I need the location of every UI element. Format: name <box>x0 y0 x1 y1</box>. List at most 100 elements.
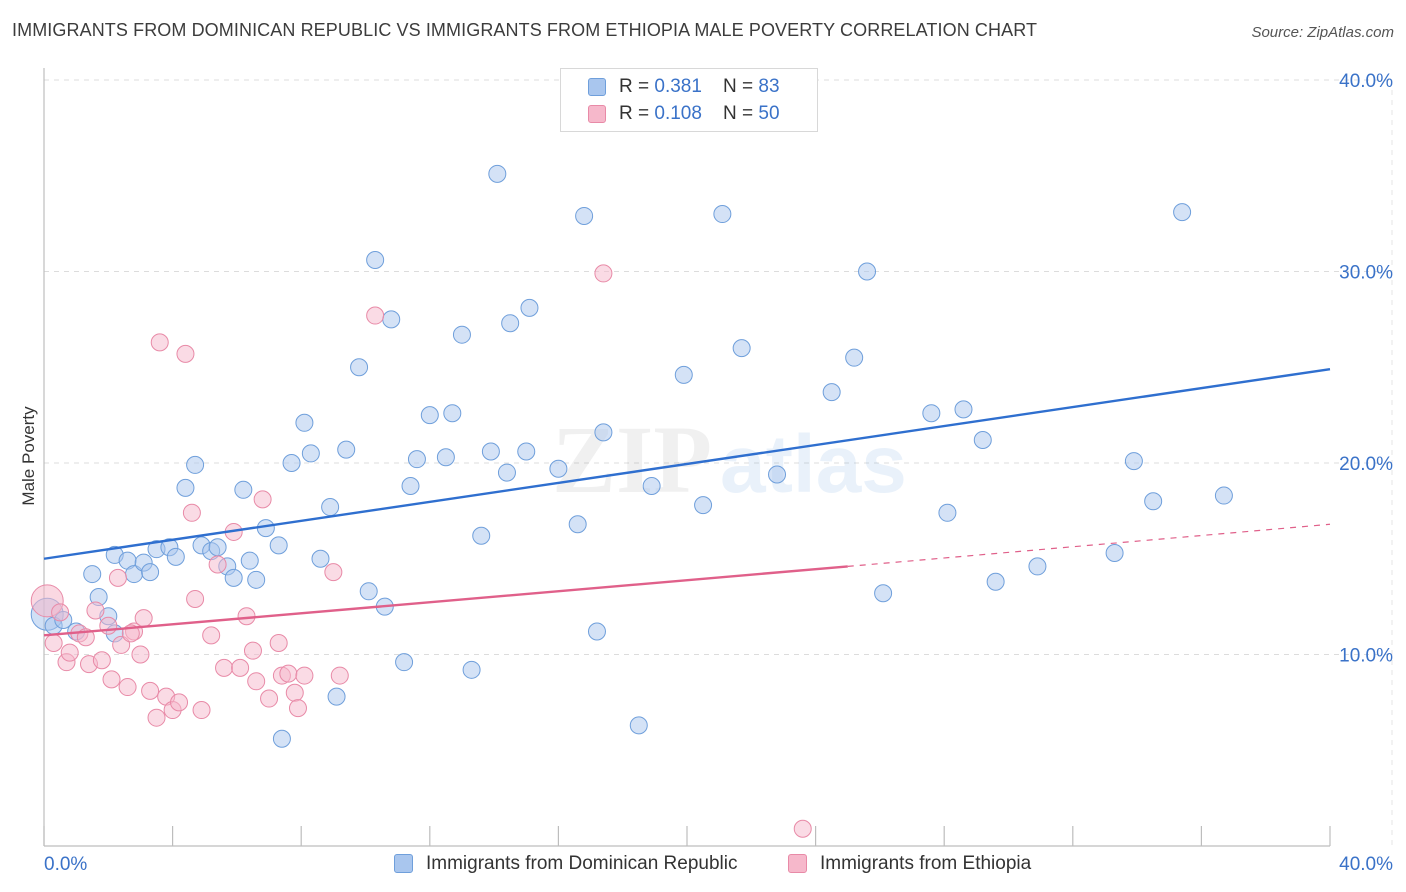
data-point <box>192 701 211 720</box>
data-point <box>86 601 105 620</box>
data-point <box>481 442 500 461</box>
data-point <box>845 348 864 367</box>
data-point <box>642 476 661 495</box>
data-point <box>176 344 195 363</box>
data-point <box>282 454 301 472</box>
data-point <box>1124 452 1143 471</box>
trend-lines <box>43 367 1331 637</box>
tick-labels: 10.0% 20.0% 30.0% 40.0% 0.0% 40.0% Male Povert… <box>19 71 1393 875</box>
legend-n-label: N = <box>723 76 759 97</box>
data-point <box>247 672 266 691</box>
data-point <box>215 658 234 677</box>
legend-swatch-dominican <box>394 854 413 873</box>
watermark-atlas: atlas <box>720 419 907 510</box>
data-point <box>224 568 243 587</box>
data-point <box>324 563 343 582</box>
data-point <box>629 716 648 735</box>
data-point <box>269 634 288 653</box>
data-point <box>1214 486 1233 505</box>
data-point <box>382 310 401 329</box>
data-point <box>150 333 169 352</box>
data-point <box>112 635 131 654</box>
data-point <box>240 551 259 570</box>
data-point <box>350 358 369 377</box>
grid-lines <box>44 79 1393 846</box>
data-point <box>141 563 160 582</box>
data-point <box>186 455 205 474</box>
data-point <box>301 444 320 463</box>
data-point <box>472 526 491 545</box>
legend-swatch-dominican <box>588 78 606 96</box>
legend-swatch-ethiopia <box>588 105 606 123</box>
data-point <box>732 339 751 358</box>
data-point <box>938 503 957 522</box>
trend-line-extrapolated <box>847 523 1331 568</box>
data-point <box>231 658 250 677</box>
y-axis-title: Male Poverty <box>19 406 38 506</box>
data-point <box>497 463 516 482</box>
data-point <box>858 262 877 281</box>
data-point <box>243 641 262 660</box>
data-point <box>182 503 201 522</box>
trend-line <box>43 565 848 637</box>
data-point <box>520 298 539 317</box>
data-point <box>99 616 118 635</box>
data-point <box>401 476 420 495</box>
data-point <box>186 589 205 608</box>
data-point <box>922 404 941 423</box>
data-point <box>793 819 812 838</box>
data-point <box>285 683 304 702</box>
data-point <box>986 572 1005 591</box>
legend-r-value: 0.381 <box>654 76 702 97</box>
data-point <box>279 664 298 683</box>
data-point <box>568 515 587 534</box>
data-point <box>517 442 536 461</box>
x-tick-label: 40.0% <box>1339 854 1393 875</box>
data-point <box>1144 492 1163 511</box>
legend-label-dominican: Immigrants from Dominican Republic <box>426 853 738 874</box>
data-point <box>587 622 606 641</box>
data-point <box>452 325 471 344</box>
data-point <box>134 609 153 628</box>
trend-line <box>43 367 1331 560</box>
data-point <box>1173 203 1192 222</box>
data-point <box>874 584 893 603</box>
data-point <box>1105 544 1124 563</box>
data-point <box>462 660 481 679</box>
data-point <box>166 547 185 566</box>
data-point <box>260 689 279 708</box>
data-point <box>1028 557 1047 576</box>
data-point <box>594 423 613 442</box>
legend-r-value: 0.108 <box>654 103 702 124</box>
data-point <box>288 699 307 718</box>
data-point <box>118 678 137 697</box>
data-point <box>170 693 189 712</box>
data-point <box>407 450 426 469</box>
data-point <box>176 478 195 497</box>
data-point <box>768 465 787 484</box>
legend-r-label: R = <box>619 76 655 97</box>
data-point <box>295 413 314 432</box>
y-tick-label: 20.0% <box>1339 454 1393 475</box>
legend-swatch-ethiopia <box>788 854 807 873</box>
data-point <box>92 651 111 670</box>
source-label: Source: ZipAtlas.com <box>1251 24 1394 41</box>
data-point <box>954 400 973 419</box>
data-point <box>501 314 520 333</box>
data-point <box>60 643 79 662</box>
data-point <box>330 666 349 685</box>
y-tick-label: 10.0% <box>1339 646 1393 667</box>
data-point <box>366 306 385 325</box>
watermark-zip: ZIP <box>552 406 712 513</box>
data-point <box>147 708 166 727</box>
data-point <box>247 570 266 589</box>
data-point <box>674 365 693 384</box>
data-point <box>83 565 102 584</box>
x-tick-label: 0.0% <box>44 854 87 875</box>
data-point <box>713 205 732 224</box>
data-point <box>359 582 378 601</box>
legend-n-label: N = <box>723 103 759 124</box>
data-point <box>51 603 70 622</box>
data-point <box>311 549 330 568</box>
data-point <box>436 448 455 467</box>
